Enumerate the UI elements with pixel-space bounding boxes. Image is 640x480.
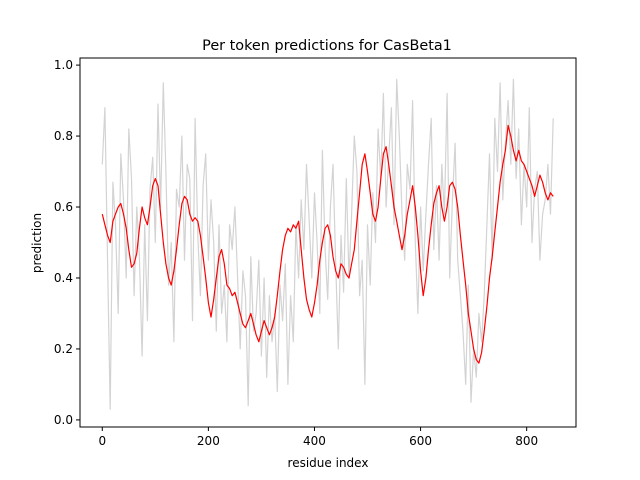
series-line-raw xyxy=(101,78,554,410)
y-tick-label: 0.2 xyxy=(54,342,73,356)
x-tick-label: 600 xyxy=(409,434,432,448)
x-tick-label: 400 xyxy=(303,434,326,448)
x-tick-label: 800 xyxy=(515,434,538,448)
plot-frame xyxy=(79,57,577,428)
series-layer xyxy=(101,78,554,410)
y-tick-label: 0.0 xyxy=(54,413,73,427)
y-tick-label: 0.4 xyxy=(54,271,73,285)
series-line-smoothed xyxy=(101,124,554,364)
y-axis-label: prediction xyxy=(30,213,44,273)
x-axis-label: residue index xyxy=(288,456,369,470)
x-axis-ticks: 0 200 400 600 800 xyxy=(98,427,538,448)
y-tick-label: 0.8 xyxy=(54,129,73,143)
x-tick-label: 200 xyxy=(197,434,220,448)
y-tick-label: 0.6 xyxy=(54,200,73,214)
chart-title: Per token predictions for CasBeta1 xyxy=(202,38,452,54)
y-axis-ticks: 0.0 0.2 0.4 0.6 0.8 1.0 xyxy=(54,58,80,427)
x-tick-label: 0 xyxy=(98,434,106,448)
y-tick-label: 1.0 xyxy=(54,58,73,72)
